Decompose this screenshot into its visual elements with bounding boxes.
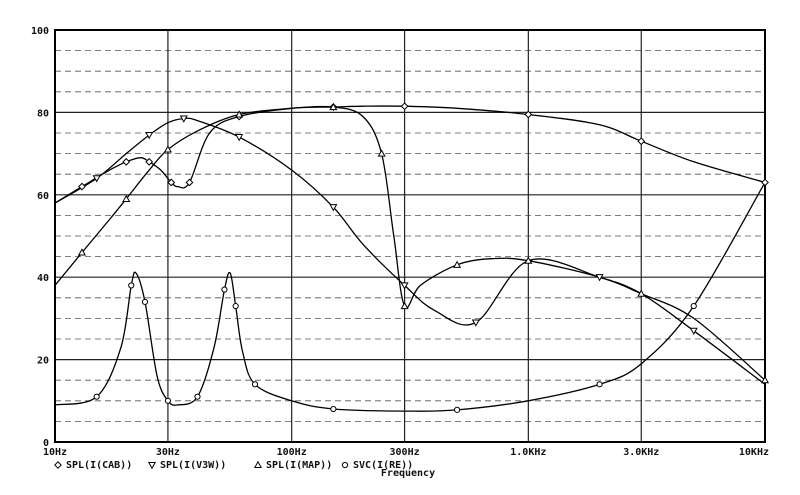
x-tick-label: 30Hz: [156, 447, 180, 458]
series-layer: [54, 105, 766, 412]
series-3-point: [163, 145, 172, 153]
series-3-point: [400, 301, 409, 310]
series-3-point: [453, 260, 462, 268]
legend-label: SPL(I(V3W)): [160, 460, 226, 471]
series-4-point: [453, 406, 461, 413]
series-1-point: [167, 178, 176, 187]
series-3-point: [377, 149, 386, 157]
series-2-point: [145, 132, 154, 140]
legend: SPL(I(CAB)) SPL(I(V3W)) SPL(I(MAP)) SVC(I(R…: [54, 460, 413, 471]
legend-marker: [253, 460, 263, 469]
series-4-point: [690, 302, 697, 310]
series-1-point: [185, 178, 194, 187]
series-2-point: [471, 319, 480, 327]
series-4-point: [164, 397, 172, 404]
series-4-point: [596, 381, 603, 388]
y-tick-label: 100: [31, 26, 49, 37]
grid: [55, 30, 765, 442]
y-tick-label: 40: [37, 273, 49, 284]
legend-marker: [54, 461, 62, 469]
x-tick-label: 10KHz: [739, 447, 769, 458]
series-2-point: [329, 204, 338, 212]
series-2-point: [92, 175, 101, 183]
legend-label: SVC(I(RE)): [353, 460, 413, 471]
series-1-point: [637, 137, 646, 146]
y-tick-label: 20: [37, 356, 49, 367]
series-2-point: [689, 327, 698, 335]
series-4-point: [93, 393, 100, 400]
series-2-point: [400, 282, 409, 290]
legend-marker: [341, 461, 349, 469]
x-tick-label: 1.0KHz: [510, 447, 546, 458]
axis-labels: 0 20 40 60 80 100 10Hz 30Hz 100Hz 300Hz 1.0KHz 3.0K…: [31, 26, 769, 458]
legend-label: SPL(I(CAB)): [66, 460, 132, 471]
legend-marker: [147, 461, 157, 470]
plot-frame: [54, 29, 766, 443]
x-tick-label: 100Hz: [277, 447, 307, 458]
series-line-2: [54, 117, 766, 385]
series-4-point: [194, 393, 201, 400]
series-line-4: [54, 182, 766, 412]
x-tick-label: 300Hz: [390, 447, 420, 458]
series-4-point: [221, 286, 228, 293]
y-tick-label: 80: [37, 108, 49, 119]
series-2-point: [235, 134, 244, 142]
series-3-point: [760, 375, 770, 384]
series-2-point: [595, 274, 604, 282]
y-tick-label: 0: [43, 438, 49, 449]
series-4-point: [232, 302, 239, 310]
series-4-point: [141, 298, 149, 306]
series-1-point: [761, 178, 769, 187]
series-4-point: [128, 282, 135, 289]
series-1-point: [524, 110, 533, 119]
series-3-point: [235, 110, 244, 118]
y-tick-label: 60: [37, 191, 49, 202]
series-3-point: [77, 248, 87, 256]
series-3-point: [637, 289, 646, 297]
series-3-point: [122, 194, 131, 202]
x-tick-label: 10Hz: [43, 447, 67, 458]
series-1-point: [78, 182, 86, 191]
series-1-point: [122, 157, 131, 166]
series-3-point: [524, 256, 533, 264]
series-line-1: [54, 105, 766, 204]
series-2-point: [179, 115, 188, 123]
series-3-point: [329, 102, 338, 111]
marker-layer: [77, 102, 770, 413]
series-line-3: [54, 105, 766, 381]
series-4-point: [251, 381, 259, 388]
series-1-point: [400, 102, 409, 111]
legend-label: SPL(I(MAP)): [266, 460, 332, 471]
x-axis-title: Frequency: [381, 468, 435, 479]
series-4-point: [330, 405, 337, 413]
x-tick-label: 3.0KHz: [623, 447, 659, 458]
series-1-point: [145, 157, 154, 166]
